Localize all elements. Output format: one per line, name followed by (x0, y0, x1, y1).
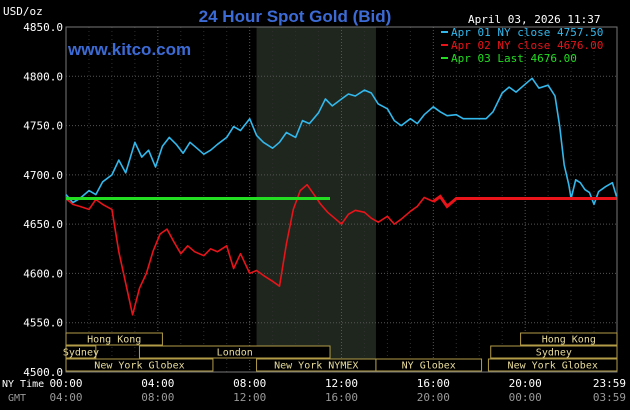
session-label: London (217, 348, 253, 359)
timestamp: April 03, 2026 11:37 (468, 13, 600, 26)
x-tick-label-gmt: 03:59 (593, 391, 626, 404)
x-axis-label-ny: NY Time (2, 379, 44, 390)
session-label: Sydney (536, 348, 572, 359)
session-box (490, 345, 618, 359)
x-tick-label-ny: 20:00 (509, 377, 542, 390)
axes: 4850.0 4800.0 4750.0 4700.0 4650.0 4600.0 4550… (2, 21, 626, 404)
x-tick-label-ny: 00:00 (49, 377, 82, 390)
session-box (487, 358, 618, 372)
session-box (520, 332, 618, 346)
y-tick-label: 4750.0 (23, 120, 63, 133)
y-tick-label: 4800.0 (23, 70, 63, 83)
x-tick-label-gmt: 04:00 (49, 391, 82, 404)
price-series (65, 77, 618, 316)
session-box (375, 358, 483, 372)
y-tick-label: 4550.0 (23, 317, 63, 330)
y-tick-label: 4500.0 (23, 366, 63, 379)
y-tick-label: 4850.0 (23, 21, 63, 34)
session-label: Sydney (63, 348, 99, 359)
x-tick-label-ny: 16:00 (417, 377, 450, 390)
series-line-close (432, 194, 617, 209)
session-box (65, 345, 97, 359)
x-axis-label-gmt: GMT (8, 393, 26, 404)
legend-entry: Apr 03 Last 4676.00 (451, 52, 577, 65)
x-tick-label-ny: 23:59 (593, 377, 626, 390)
session-box (65, 358, 214, 372)
series-line (65, 77, 618, 206)
website-watermark: www.kitco.com (67, 40, 191, 59)
x-tick-label-ny: 12:00 (325, 377, 358, 390)
y-unit-label: USD/oz (3, 5, 43, 18)
session-label: Hong Kong (87, 335, 141, 346)
chart-title: 24 Hour Spot Gold (Bid) (199, 7, 392, 26)
y-tick-label: 4700.0 (23, 169, 63, 182)
y-tick-label: 4600.0 (23, 267, 63, 280)
legend-entry: Apr 02 NY close 4676.00 (451, 39, 603, 52)
x-tick-label-gmt: 20:00 (417, 391, 450, 404)
session-label: New York NYMEX (274, 361, 358, 372)
x-tick-label-gmt: 12:00 (233, 391, 266, 404)
trading-sessions: Hong Kong Hong Kong Sydney London Sydney New … (63, 332, 618, 372)
session-label: NY Globex (402, 361, 456, 372)
x-tick-label-ny: 08:00 (233, 377, 266, 390)
session-box (138, 345, 331, 359)
x-tick-label-gmt: 16:00 (325, 391, 358, 404)
session-box (65, 332, 163, 346)
x-tick-label-ny: 04:00 (141, 377, 174, 390)
session-label: New York Globex (508, 361, 598, 372)
x-tick-label-gmt: 00:00 (509, 391, 542, 404)
x-tick-label-gmt: 08:00 (141, 391, 174, 404)
legend-entry: Apr 01 NY close 4757.50 (451, 26, 603, 39)
y-tick-label: 4650.0 (23, 218, 63, 231)
session-label: New York Globex (94, 361, 184, 372)
session-label: Hong Kong (542, 335, 596, 346)
